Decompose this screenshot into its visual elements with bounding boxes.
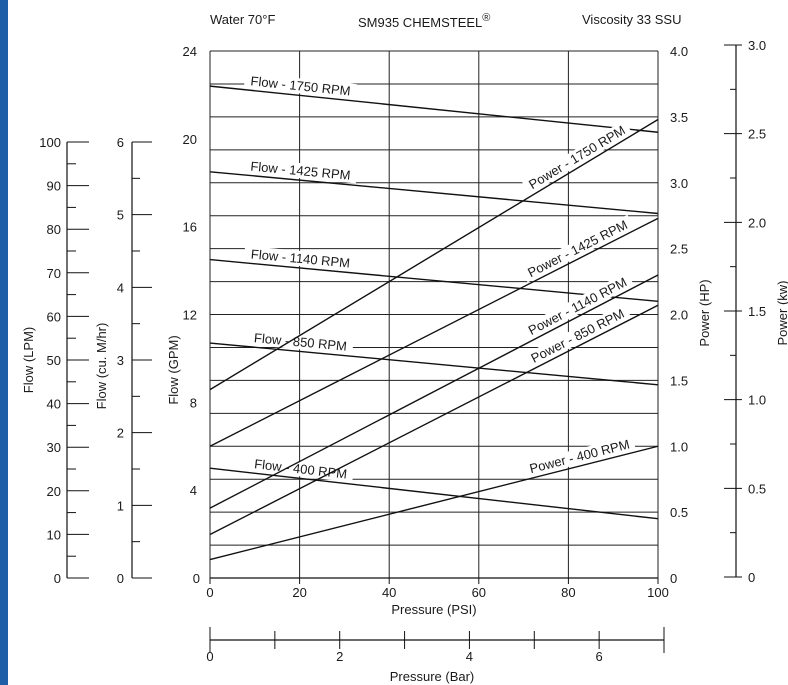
flow-series-label: Flow - 1425 RPM [250, 159, 351, 183]
bar-axis-tick-label: 2 [336, 649, 343, 664]
flow-series-line [209, 258, 659, 303]
hp-axis-tick-label: 1.5 [670, 373, 688, 388]
kw-axis-tick-label: 2.5 [748, 127, 766, 142]
m3hr-axis-tick-label: 6 [117, 135, 124, 150]
lpm-axis-title: Flow (LPM) [21, 327, 36, 393]
lpm-axis-tick-label: 70 [47, 266, 61, 281]
gpm-axis-tick-label: 16 [183, 220, 197, 235]
flow-series-label-backdrop [243, 245, 358, 272]
gpm-axis-title: Flow (GPM) [166, 335, 181, 404]
flow-series-label: Flow - 1750 RPM [250, 73, 351, 98]
x-axis-tick-label: 20 [292, 585, 306, 600]
x-axis-title: Pressure (PSI) [391, 602, 476, 617]
gpm-axis-tick-label: 4 [190, 483, 197, 498]
water-temperature-label: Water 70°F [210, 12, 275, 27]
flow-series-label-backdrop [243, 157, 358, 184]
bar-axis-tick-label: 4 [466, 649, 473, 664]
bar-axis-tick-label: 0 [206, 649, 213, 664]
hp-axis-tick-label: 4.0 [670, 44, 688, 59]
x-axis-tick-label: 80 [561, 585, 575, 600]
hp-axis-tick-label: 2.0 [670, 308, 688, 323]
hp-axis-tick-label: 3.0 [670, 176, 688, 191]
flow-series-line [209, 342, 659, 386]
lpm-axis-tick-label: 30 [47, 440, 61, 455]
chart-title-text: SM935 CHEMSTEEL [358, 15, 482, 30]
lpm-axis-tick-label: 90 [47, 179, 61, 194]
registered-mark: ® [482, 12, 490, 24]
hp-axis-title: Power (HP) [697, 279, 712, 346]
m3hr-axis-tick-label: 4 [117, 280, 124, 295]
flow-series-label-backdrop [247, 329, 354, 355]
lpm-axis-tick-label: 40 [47, 397, 61, 412]
hp-axis-tick-label: 0.5 [670, 505, 688, 520]
brand-color-bar [0, 0, 8, 685]
power-series-line [209, 274, 659, 509]
kw-axis-tick-label: 0.5 [748, 481, 766, 496]
m3hr-axis-tick-label: 3 [117, 353, 124, 368]
power-series-label-group: Power - 1750 RPM [521, 119, 633, 195]
gpm-axis-tick-label: 12 [183, 308, 197, 323]
lpm-axis-tick-label: 100 [39, 135, 61, 150]
hp-axis-tick-label: 3.5 [670, 110, 688, 125]
x-axis-tick-label: 0 [206, 585, 213, 600]
power-series-label-backdrop [523, 435, 636, 478]
lpm-axis-tick-label: 80 [47, 222, 61, 237]
chart-title: SM935 CHEMSTEEL® [358, 12, 490, 30]
bar-axis-title: Pressure (Bar) [390, 669, 475, 684]
x-axis-tick-label: 60 [472, 585, 486, 600]
flow-series-label-backdrop [247, 455, 354, 483]
m3hr-axis-title: Flow (cu. M/hr) [94, 323, 109, 410]
power-series-label: Power - 1750 RPM [526, 123, 628, 193]
hp-axis-tick-label: 2.5 [670, 242, 688, 257]
lpm-axis-tick-label: 20 [47, 484, 61, 499]
flow-series-label-group: Flow - 850 RPM [247, 329, 354, 355]
flow-series-line [209, 467, 659, 520]
bar-axis-tick-label: 6 [596, 649, 603, 664]
lpm-axis-tick-label: 50 [47, 353, 61, 368]
power-series-line [209, 217, 659, 447]
m3hr-axis-tick-label: 2 [117, 426, 124, 441]
data-series: Flow - 1750 RPM Flow - 1425 RPM Flow - 114… [209, 72, 659, 561]
m3hr-axis-tick-label: 1 [117, 498, 124, 513]
power-series-line [209, 445, 659, 561]
power-series-line [209, 304, 659, 536]
m3hr-axis-tick-label: 5 [117, 208, 124, 223]
gpm-axis-tick-label: 8 [190, 395, 197, 410]
flow-series-label-backdrop [243, 72, 358, 100]
kw-axis-title: Power (kw) [775, 280, 788, 345]
lpm-axis-tick-label: 60 [47, 309, 61, 324]
kw-axis-tick-label: 3.0 [748, 38, 766, 53]
kw-axis-tick-label: 1.0 [748, 393, 766, 408]
m3hr-axis-tick-label: 0 [117, 571, 124, 586]
power-series-label-backdrop [524, 303, 632, 369]
lpm-axis-tick-label: 10 [47, 527, 61, 542]
flow-series-label: Flow - 1140 RPM [250, 246, 350, 270]
hp-axis-tick-label: 0 [670, 571, 677, 586]
grid [209, 50, 659, 579]
kw-axis-tick-label: 0 [748, 570, 755, 585]
gpm-axis-tick-label: 24 [183, 44, 197, 59]
x-axis-tick-label: 40 [382, 585, 396, 600]
x-axis-tick-label: 100 [647, 585, 669, 600]
kw-axis-tick-label: 2.0 [748, 215, 766, 230]
lpm-axis-tick-label: 0 [54, 571, 61, 586]
chart-header: Water 70°F SM935 CHEMSTEEL® Viscosity 33… [210, 12, 681, 30]
power-series-line [209, 118, 659, 391]
power-series-label-backdrop [520, 214, 635, 283]
viscosity-label: Viscosity 33 SSU [582, 12, 681, 27]
power-series-label-backdrop [521, 119, 633, 195]
power-series-label-backdrop [520, 271, 634, 341]
gpm-axis-tick-label: 20 [183, 132, 197, 147]
flow-series-line [209, 85, 659, 133]
gpm-axis-tick-label: 0 [193, 571, 200, 586]
flow-series-label: Flow - 850 RPM [253, 330, 347, 354]
hp-axis-tick-label: 1.0 [670, 439, 688, 454]
flow-series-line [209, 171, 659, 215]
kw-axis-tick-label: 1.5 [748, 304, 766, 319]
